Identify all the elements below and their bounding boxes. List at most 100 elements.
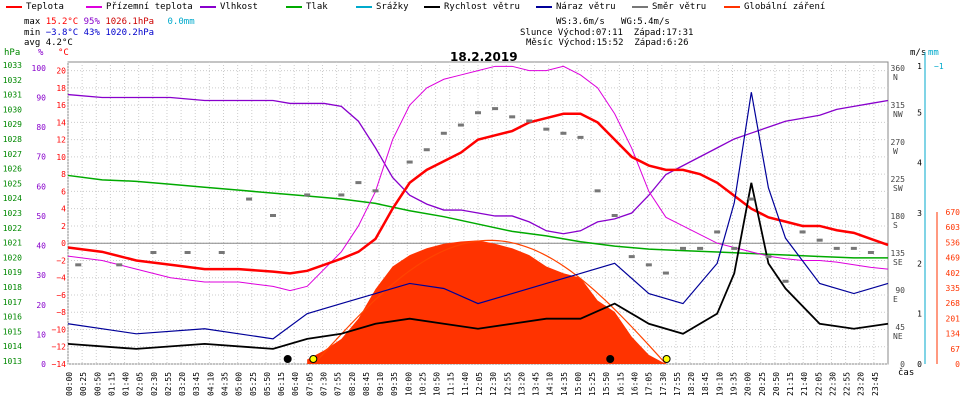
x-tick-label: 20:00 xyxy=(744,372,753,396)
dir-tick-label: 360 xyxy=(891,64,906,73)
wind-dir-point xyxy=(799,230,806,234)
hpa-tick-label: 1021 xyxy=(3,239,22,248)
hpa-tick-label: 1019 xyxy=(3,268,22,277)
x-tick-label: 14:35 xyxy=(560,372,569,396)
x-tick-label: 04:35 xyxy=(221,372,230,396)
stat-min-temp: −3.8°C xyxy=(45,27,79,38)
ms-tick-label: 1 xyxy=(917,62,922,71)
sun-moon-block: WS:3.6m/s WG:5.4m/s Slunce Východ:07:11 … xyxy=(520,17,693,49)
solar-tick-label: 201 xyxy=(946,314,961,323)
axis-head-degc: °C xyxy=(58,48,69,58)
axis-head-mm: mm xyxy=(928,48,939,58)
x-tick-label: 19:10 xyxy=(715,372,724,396)
wind-dir-point xyxy=(577,135,584,139)
x-tick-label: 00:25 xyxy=(79,372,88,396)
pct-tick-label: 40 xyxy=(36,242,46,251)
wind-dir-point xyxy=(246,197,253,201)
stat-max-temp: 15.2°C xyxy=(45,17,79,27)
wind-dir-point xyxy=(782,279,789,283)
series-tlak xyxy=(67,174,888,259)
series-rychlost xyxy=(67,182,889,350)
ms-tick-label: 0 xyxy=(917,360,922,369)
x-tick-label: 00:50 xyxy=(93,372,102,396)
stat-max-press: 1026.1hPa xyxy=(105,17,155,27)
hpa-tick-label: 1031 xyxy=(3,91,22,100)
degc-tick-label: −4 xyxy=(56,274,66,283)
legend-item-vlhkost: Vlhkost xyxy=(200,2,258,12)
x-tick-label: 08:45 xyxy=(362,372,371,396)
sun-set: Západ:17:31 xyxy=(633,27,694,38)
x-tick-label: 17:30 xyxy=(659,372,668,396)
x-tick-label: 18:45 xyxy=(701,372,710,396)
axis-head-ms: m/s xyxy=(910,48,927,58)
hpa-tick-label: 1033 xyxy=(3,61,22,70)
wind-dir-point xyxy=(150,251,157,254)
x-tick-label: 19:35 xyxy=(729,372,738,396)
series-solar-area xyxy=(307,240,666,364)
ws-value: WS:3.6m/s xyxy=(556,17,605,27)
x-tick-label: 04:10 xyxy=(206,372,215,396)
hpa-tick-label: 1014 xyxy=(3,342,22,351)
sunrise-marker xyxy=(309,355,318,363)
x-tick-label: 18:20 xyxy=(687,372,696,396)
solar-tick-label: 268 xyxy=(946,299,961,308)
sun-rise: Slunce Východ:07:11 xyxy=(520,27,623,38)
wind-dir-point xyxy=(509,115,516,119)
hpa-tick-label: 1030 xyxy=(3,105,22,114)
dir-name-label: S xyxy=(893,221,898,230)
pct-tick-label: 50 xyxy=(36,212,46,221)
x-tick-label: 22:55 xyxy=(843,372,852,396)
swatch-icon xyxy=(86,5,102,8)
dir-name-label: NW xyxy=(893,110,903,119)
degc-tick-label: 2 xyxy=(61,222,66,231)
solar-tick-label: 67 xyxy=(950,345,960,354)
degc-tick-label: 0 xyxy=(61,239,66,248)
stats-max-row: max 15.2°C 95% 1026.1hPa 0.0mm xyxy=(24,17,195,27)
dir-name-label: W xyxy=(893,147,898,156)
x-axis-label: čas xyxy=(898,368,915,378)
hpa-tick-label: 1020 xyxy=(3,253,22,262)
wind-dir-point xyxy=(816,238,823,242)
degc-tick-label: 8 xyxy=(61,170,66,179)
dir-tick-label: 135 xyxy=(891,249,906,258)
degc-tick-label: 4 xyxy=(61,205,66,214)
sunset-marker xyxy=(662,355,671,363)
hpa-tick-label: 1023 xyxy=(3,209,22,218)
ms-tick-label: 5 xyxy=(917,108,922,117)
x-tick-label: 12:30 xyxy=(489,372,498,396)
x-tick-label: 09:35 xyxy=(390,372,399,396)
swatch-icon xyxy=(536,5,552,8)
x-tick-label: 13:45 xyxy=(532,372,541,396)
degc-tick-label: 20 xyxy=(56,67,66,76)
wind-dir-point xyxy=(475,111,481,115)
wind-dir-point xyxy=(184,251,191,254)
wind-dir-point xyxy=(116,263,123,267)
solar-tick-label: 402 xyxy=(946,269,961,278)
wind-dir-point xyxy=(457,123,464,127)
dir-tick-label: 180 xyxy=(891,212,906,221)
ms-tick-label: 2 xyxy=(917,259,922,268)
pct-tick-label: 100 xyxy=(32,64,47,73)
moonset-marker xyxy=(283,355,292,363)
x-tick-label: 17:05 xyxy=(645,372,654,396)
x-tick-label: 11:15 xyxy=(447,372,456,396)
x-tick-label: 21:40 xyxy=(800,372,809,396)
wind-dir-point xyxy=(218,251,225,254)
moon-set: Západ:6:26 xyxy=(634,38,689,48)
chart-title: 18.2.2019 xyxy=(450,50,518,64)
x-tick-label: 15:25 xyxy=(588,372,597,396)
swatch-icon xyxy=(200,5,216,8)
stats-block: max 15.2°C 95% 1026.1hPa 0.0mm min −3.8°… xyxy=(24,17,195,49)
swatch-icon xyxy=(632,5,648,8)
pct-tick-label: 60 xyxy=(36,182,46,191)
degc-tick-label: 18 xyxy=(56,84,66,93)
degc-tick-label: −12 xyxy=(52,343,67,352)
x-tick-label: 06:40 xyxy=(291,372,300,396)
legend-item-naraz: Náraz větru xyxy=(536,2,616,12)
axis-head-pct: % xyxy=(38,48,44,58)
stats-avg-row: avg 4.2°C xyxy=(24,38,73,48)
wind-dir-point xyxy=(833,246,840,250)
wind-dir-point xyxy=(628,255,635,259)
degc-tick-label: −8 xyxy=(56,308,66,317)
swatch-icon xyxy=(724,5,740,8)
